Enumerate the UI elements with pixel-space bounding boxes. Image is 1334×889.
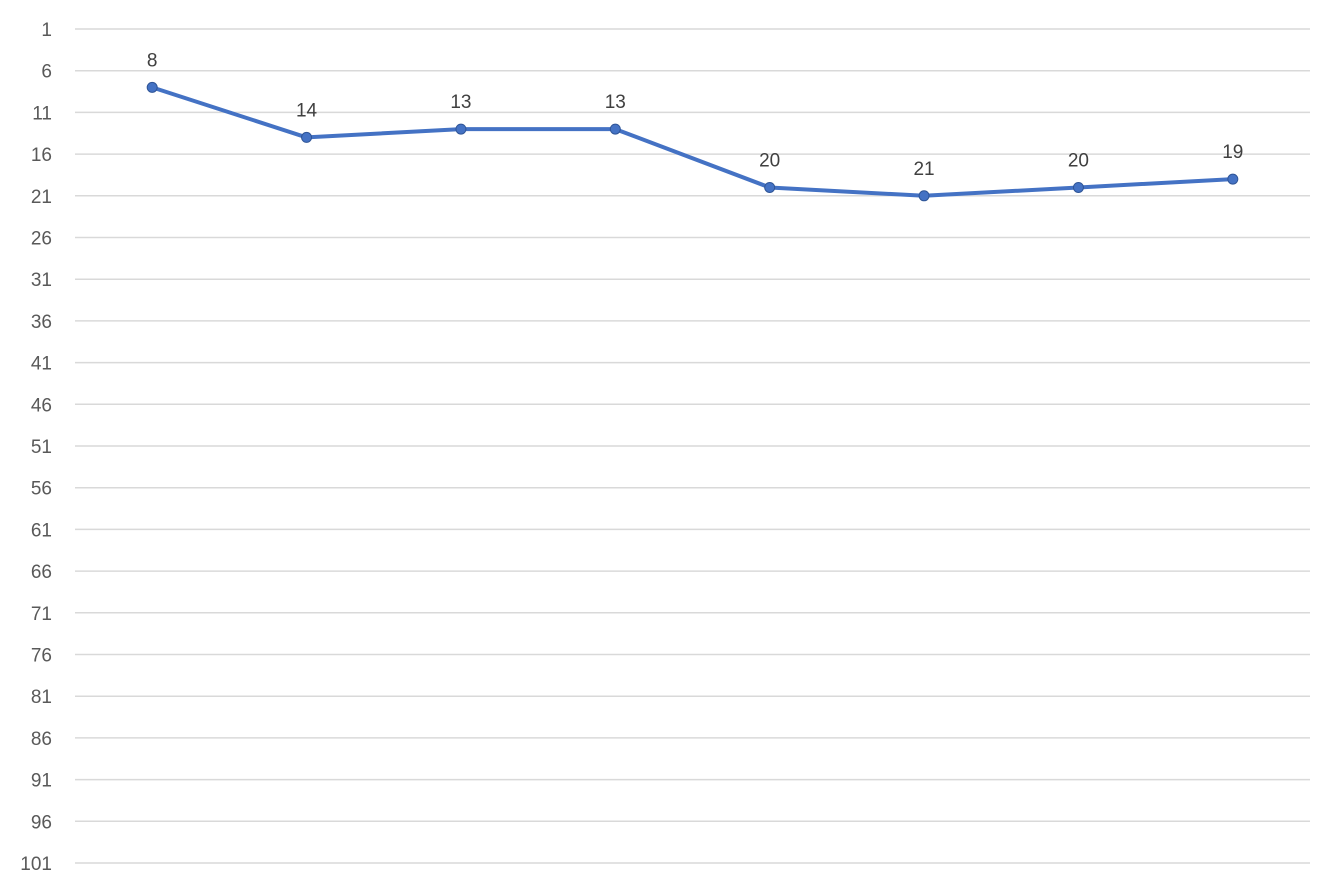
y-tick-label: 11	[32, 103, 52, 124]
y-tick-label: 76	[31, 646, 52, 667]
data-label: 20	[759, 150, 780, 171]
y-tick-label: 81	[31, 687, 52, 708]
y-tick-label: 61	[31, 520, 52, 541]
y-tick-label: 31	[31, 270, 52, 291]
y-tick-label: 26	[31, 229, 52, 250]
data-point	[1072, 181, 1084, 193]
data-point	[455, 123, 467, 135]
data-point	[764, 181, 776, 193]
y-tick-label: 21	[31, 187, 52, 208]
y-tick-label: 91	[31, 771, 52, 792]
y-tick-label: 101	[20, 854, 52, 875]
y-tick-label: 86	[31, 729, 52, 750]
y-tick-label: 51	[31, 437, 52, 458]
data-point	[609, 123, 621, 135]
y-tick-label: 41	[31, 354, 52, 375]
data-label: 8	[147, 50, 158, 71]
data-label: 21	[913, 159, 934, 180]
data-point	[1227, 173, 1239, 185]
y-tick-label: 6	[41, 62, 52, 83]
data-label: 19	[1222, 142, 1243, 163]
data-point	[918, 190, 930, 202]
data-label: 13	[450, 92, 471, 113]
y-tick-label: 1	[41, 20, 52, 41]
data-label: 14	[296, 100, 318, 121]
series-line	[151, 85, 1233, 198]
y-tick-label: 36	[31, 312, 52, 333]
y-tick-label: 66	[31, 562, 52, 583]
y-tick-label: 46	[31, 395, 52, 416]
data-point	[146, 81, 158, 93]
data-label: 20	[1068, 150, 1089, 171]
y-tick-label: 96	[31, 812, 52, 833]
y-tick-label: 56	[31, 479, 52, 500]
y-tick-label: 71	[31, 604, 52, 625]
data-label: 13	[605, 92, 626, 113]
data-point	[301, 131, 313, 143]
y-tick-label: 16	[31, 145, 52, 166]
